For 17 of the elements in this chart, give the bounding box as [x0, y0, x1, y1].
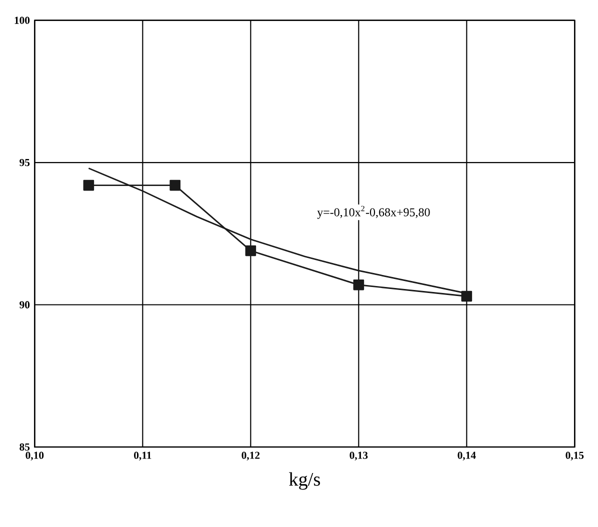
annotation: y=-0,10x$^{2}$-0,68x+95,80: [317, 206, 430, 219]
x-tick-label: 0,10: [26, 452, 44, 460]
x-tick-label: 0,14: [458, 452, 476, 460]
point: [461, 290, 472, 302]
point: [353, 279, 364, 290]
x-tick-label: 0,11: [134, 452, 152, 460]
x-axis-title: kg/s: [289, 472, 320, 490]
point: [83, 180, 94, 191]
x-tick-label: 0,13: [350, 452, 368, 460]
y-tick-label: 90: [20, 301, 30, 308]
y-tick-label: 85: [20, 443, 30, 451]
y-tick-label: 100: [14, 16, 30, 24]
x-tick-label: 0,12: [242, 452, 260, 460]
y-tick-label: 95: [20, 158, 30, 166]
point: [245, 245, 256, 256]
point: [170, 180, 180, 191]
x-tick-label: 0,15: [566, 452, 584, 460]
